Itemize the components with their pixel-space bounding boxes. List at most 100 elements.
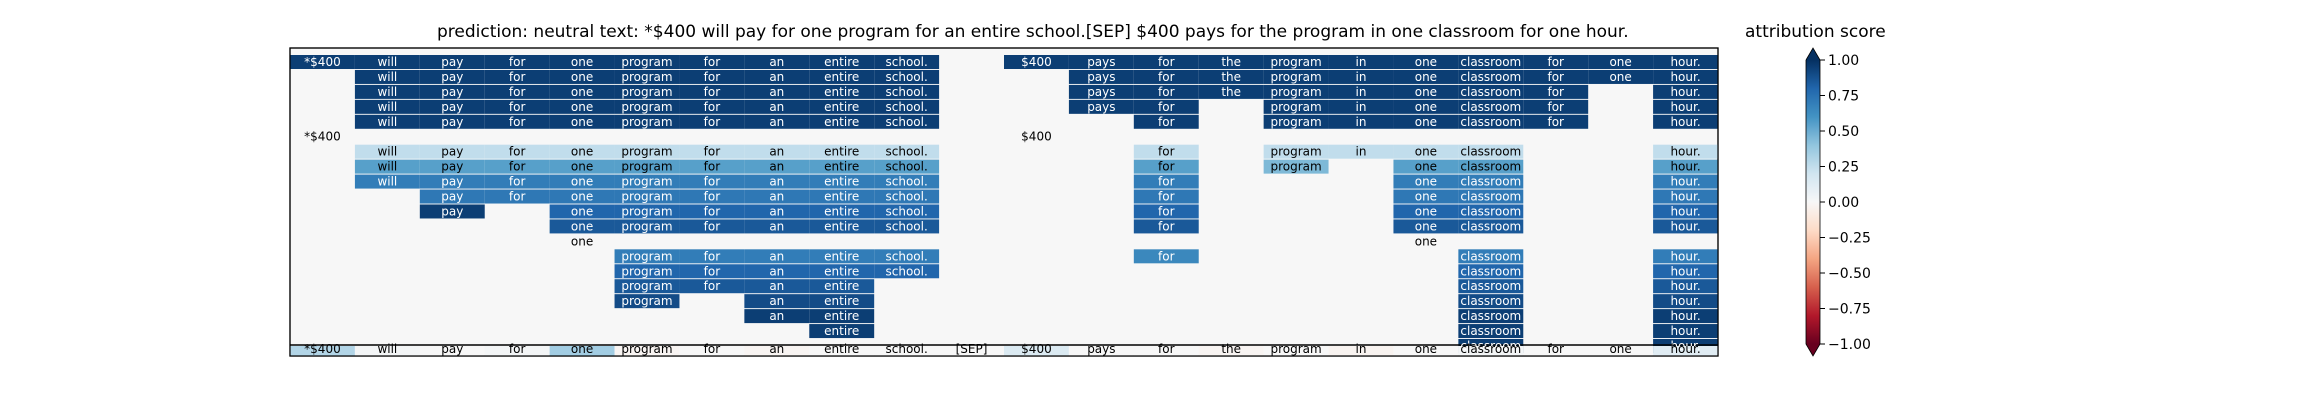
cell-label: for [704, 115, 721, 129]
cell-label: for [704, 175, 721, 189]
cell-label: school. [885, 175, 927, 189]
heatmap-cell [1068, 99, 1134, 114]
bottom-cell [1458, 346, 1524, 356]
cell-label: will [377, 70, 397, 84]
heatmap-cell [1458, 264, 1524, 279]
heatmap-cell [1198, 69, 1264, 84]
heatmap-cell [809, 55, 875, 69]
heatmap-cell [1653, 55, 1718, 69]
cell-label: school. [885, 85, 927, 99]
heatmap-cell [1393, 84, 1459, 99]
heatmap-cell [1393, 219, 1459, 234]
heatmap-cell [614, 204, 680, 219]
cell-label: hour. [1670, 279, 1700, 293]
cell-label: pay [441, 175, 463, 189]
heatmap-cell [1653, 249, 1718, 264]
cell-label: one [1415, 219, 1437, 233]
heatmap-cell [1458, 174, 1524, 189]
heatmap-cell [1393, 159, 1459, 174]
cell-label: will [377, 160, 397, 174]
heatmap-cell [1653, 219, 1718, 234]
heatmap-cell [1133, 174, 1199, 189]
heatmap-cell [679, 69, 745, 84]
heatmap-cell [354, 55, 420, 69]
cell-label: classroom [1460, 70, 1521, 84]
cell-label: an [769, 70, 784, 84]
heatmap-cell [744, 55, 810, 69]
cell-label: program [1270, 160, 1321, 174]
cell-label: hour. [1670, 115, 1700, 129]
cell-label: program [621, 145, 672, 159]
colorbar-tick-label: −0.75 [1828, 302, 1871, 318]
heatmap-cell [1653, 174, 1718, 189]
bottom-cell [1653, 346, 1718, 356]
cell-label: hour. [1670, 85, 1700, 99]
heatmap-cell [679, 264, 745, 279]
heatmap-cell [744, 84, 810, 99]
heatmap-cell [809, 324, 875, 339]
cell-label: for [1547, 115, 1564, 129]
heatmap-cell [549, 159, 615, 174]
cell-label: one [1415, 145, 1437, 159]
cell-label: pay [441, 55, 463, 69]
heatmap-cell [874, 249, 940, 264]
token-label: for [1547, 342, 1564, 356]
heatmap-cell [679, 204, 745, 219]
cell-label: will [377, 145, 397, 159]
chart-title: prediction: neutral text: *$400 will pay… [437, 22, 1629, 42]
cell-label: an [769, 249, 784, 263]
heatmap-cell [874, 264, 940, 279]
cell-label: for [1158, 175, 1175, 189]
bottom-cell [1328, 346, 1394, 356]
heatmap-cell [1653, 279, 1718, 294]
colorbar-tick-label: 0.75 [1828, 89, 1859, 105]
cell-label: $400 [1021, 55, 1052, 69]
cell-label: an [769, 115, 784, 129]
heatmap-cell [419, 84, 485, 99]
heatmap-cell [1458, 279, 1524, 294]
cell-label: classroom [1460, 249, 1521, 263]
colorbar-tick-label: 1.00 [1828, 53, 1859, 69]
cell-label: entire [824, 100, 859, 114]
cell-label: hour. [1670, 309, 1700, 323]
token-label: classroom [1460, 342, 1521, 356]
cell-label: entire [824, 160, 859, 174]
heatmap-cell [549, 204, 615, 219]
cell-label: for [704, 264, 721, 278]
cell-label: program [621, 264, 672, 278]
bottom-cell [549, 346, 615, 356]
token-label: school. [885, 342, 927, 356]
heatmap-cell [1653, 84, 1718, 99]
heatmap-cell [809, 294, 875, 309]
heatmap-cell [1653, 294, 1718, 309]
heatmap-cell [419, 174, 485, 189]
cell-label: pay [441, 204, 463, 218]
heatmap-cell [809, 144, 875, 159]
heatmap-cell [1393, 99, 1459, 114]
cell-label: one [1415, 160, 1437, 174]
heatmap-cell [1653, 189, 1718, 204]
cell-label: hour. [1670, 339, 1700, 353]
cell-label: classroom [1460, 115, 1521, 129]
heatmap-cell [744, 219, 810, 234]
cell-label: for [509, 160, 526, 174]
cell-label: program [621, 175, 672, 189]
heatmap-cell [1523, 114, 1589, 129]
heatmap-cell [1393, 204, 1459, 219]
heatmap-cell [809, 309, 875, 324]
cell-label: one [1415, 70, 1437, 84]
cell-label: one [571, 85, 593, 99]
heatmap-cell [809, 174, 875, 189]
cell-label: for [1158, 85, 1175, 99]
cell-label: program [621, 115, 672, 129]
cell-label: classroom [1460, 219, 1521, 233]
heatmap-cell [484, 144, 550, 159]
heatmap-cell [614, 99, 680, 114]
heatmap-cell [484, 99, 550, 114]
cell-label: an [769, 85, 784, 99]
cell-label: for [1158, 160, 1175, 174]
heatmap-cell [354, 69, 420, 84]
heatmap-cell [1458, 69, 1524, 84]
cell-label: one [571, 204, 593, 218]
heatmap-cell [1393, 55, 1459, 69]
